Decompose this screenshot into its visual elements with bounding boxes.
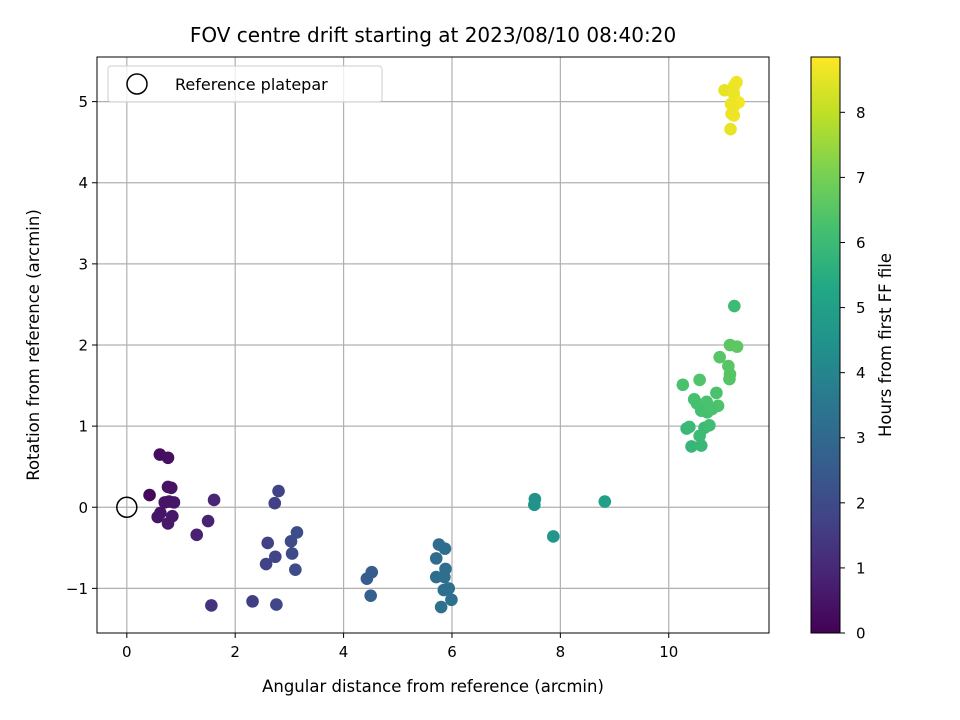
data-point	[429, 552, 443, 565]
data-point	[261, 536, 275, 550]
data-point	[364, 589, 377, 602]
data-point	[703, 419, 716, 432]
data-point	[167, 496, 181, 509]
data-point	[285, 547, 299, 560]
data-point	[259, 557, 273, 571]
data-point	[693, 429, 706, 443]
colorbar-tick-label: 3	[856, 429, 866, 447]
y-tick-label: 1	[78, 418, 88, 436]
data-point	[205, 599, 218, 612]
data-point	[705, 402, 719, 416]
data-point	[151, 510, 164, 524]
data-point	[201, 514, 215, 528]
x-tick-label: 8	[556, 643, 566, 661]
colorbar-tick-label: 6	[856, 234, 866, 252]
x-tick-label: 4	[339, 643, 349, 661]
data-point	[438, 570, 451, 584]
data-point	[284, 535, 298, 548]
colorbar: 0 1 2 3 4 5 6 7 8 Hours from first FF file	[810, 56, 895, 643]
colorbar-tick-label: 7	[856, 169, 866, 187]
colorbar-tick-label: 5	[856, 299, 866, 317]
colorbar-tick-label: 1	[856, 559, 866, 577]
y-tick-label: −1	[66, 580, 88, 598]
data-point	[437, 583, 451, 597]
x-axis-ticks: 0 2 4 6 8 10	[122, 633, 678, 661]
data-point	[730, 75, 743, 89]
colorbar-label: Hours from first FF file	[876, 253, 895, 437]
data-point	[190, 528, 204, 542]
y-axis-label: Rotation from reference (arcmin)	[24, 209, 43, 481]
data-point	[730, 340, 744, 353]
reference-point-marker	[116, 496, 138, 519]
data-point	[360, 572, 374, 585]
colorbar-ticks: 0 1 2 3 4 5 6 7 8	[840, 104, 866, 643]
x-tick-label: 10	[659, 643, 678, 661]
data-point	[438, 542, 452, 555]
data-point	[694, 439, 708, 452]
data-point	[676, 378, 690, 392]
grid-lines	[97, 57, 769, 633]
colorbar-tick-label: 8	[856, 104, 866, 122]
legend-box	[107, 65, 383, 103]
legend-entry-reference: Reference platepar	[175, 75, 328, 94]
data-point	[161, 517, 175, 530]
data-point	[268, 496, 282, 510]
colorbar-tick-label: 4	[856, 364, 866, 382]
data-point	[289, 563, 302, 577]
y-axis-ticks: −1 0 1 2 3 4 5	[66, 93, 97, 598]
data-point	[246, 595, 259, 608]
chart-title: FOV centre drift starting at 2023/08/10 …	[190, 23, 676, 47]
x-tick-label: 0	[122, 643, 132, 661]
y-tick-label: 3	[78, 255, 88, 273]
data-point	[685, 440, 698, 453]
data-point	[728, 299, 741, 313]
data-point	[727, 109, 741, 122]
x-tick-label: 6	[447, 643, 457, 661]
data-point	[724, 122, 737, 136]
colorbar-tick-label: 0	[856, 625, 866, 643]
data-point	[598, 495, 612, 508]
colorbar-tick-label: 2	[856, 494, 866, 512]
data-point	[528, 498, 541, 512]
legend: Reference platepar	[107, 65, 383, 103]
data-point	[713, 350, 726, 364]
data-point	[710, 386, 723, 400]
data-point	[268, 550, 282, 564]
y-tick-label: 5	[78, 93, 88, 111]
data-point	[445, 593, 458, 607]
colorbar-gradient	[810, 56, 841, 634]
data-point	[723, 372, 736, 386]
data-point	[207, 493, 221, 507]
y-tick-label: 2	[78, 337, 88, 355]
data-point	[161, 451, 175, 465]
y-tick-label: 0	[78, 499, 88, 517]
x-axis-label: Angular distance from reference (arcmin)	[262, 677, 604, 696]
data-point	[683, 420, 696, 434]
legend-marker-icon	[126, 73, 148, 95]
data-point	[547, 530, 560, 543]
data-point	[164, 481, 178, 495]
y-tick-label: 4	[78, 174, 88, 192]
data-point	[434, 600, 448, 614]
data-points	[116, 75, 745, 614]
x-tick-label: 2	[230, 643, 240, 661]
data-point	[270, 598, 283, 611]
data-point	[693, 373, 706, 387]
data-point	[290, 526, 304, 539]
data-point	[143, 488, 156, 502]
data-point	[272, 484, 285, 498]
